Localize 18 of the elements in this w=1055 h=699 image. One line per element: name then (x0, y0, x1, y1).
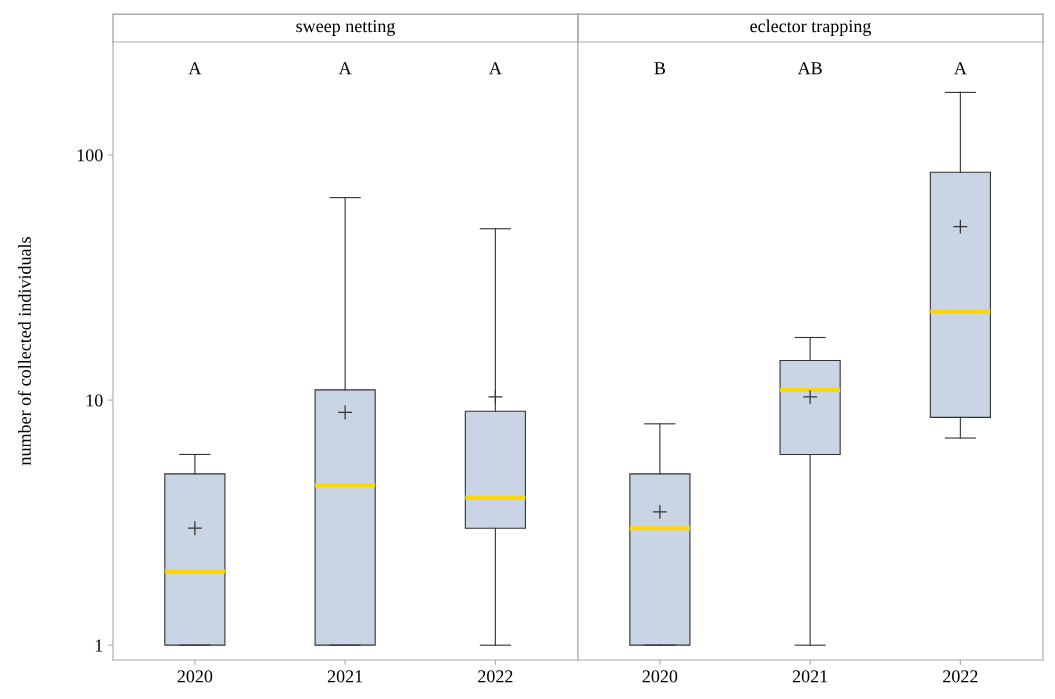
annotation: A (188, 62, 202, 75)
x-tick-label: 2021 (792, 670, 828, 683)
x-tick-label: 2021 (327, 670, 363, 683)
y-tick-label: 10 (86, 394, 103, 407)
x-tick-label: 2022 (478, 670, 513, 683)
x-tick-label: 2022 (943, 670, 978, 683)
y-axis-title: number of collected individuals (17, 237, 31, 466)
chart-title: eclector trapping (750, 19, 872, 36)
x-tick-label: 2020 (642, 670, 678, 683)
y-tick-label: 1 (95, 639, 103, 652)
annotation: A (338, 62, 352, 75)
annotation: AB (797, 62, 822, 75)
annotation: A (954, 62, 967, 75)
y-tick-label: 100 (77, 149, 103, 162)
annotation: B (654, 62, 666, 75)
chart-title: sweep netting (296, 20, 396, 36)
x-tick-label: 2020 (177, 670, 213, 683)
annotation: A (489, 62, 502, 75)
